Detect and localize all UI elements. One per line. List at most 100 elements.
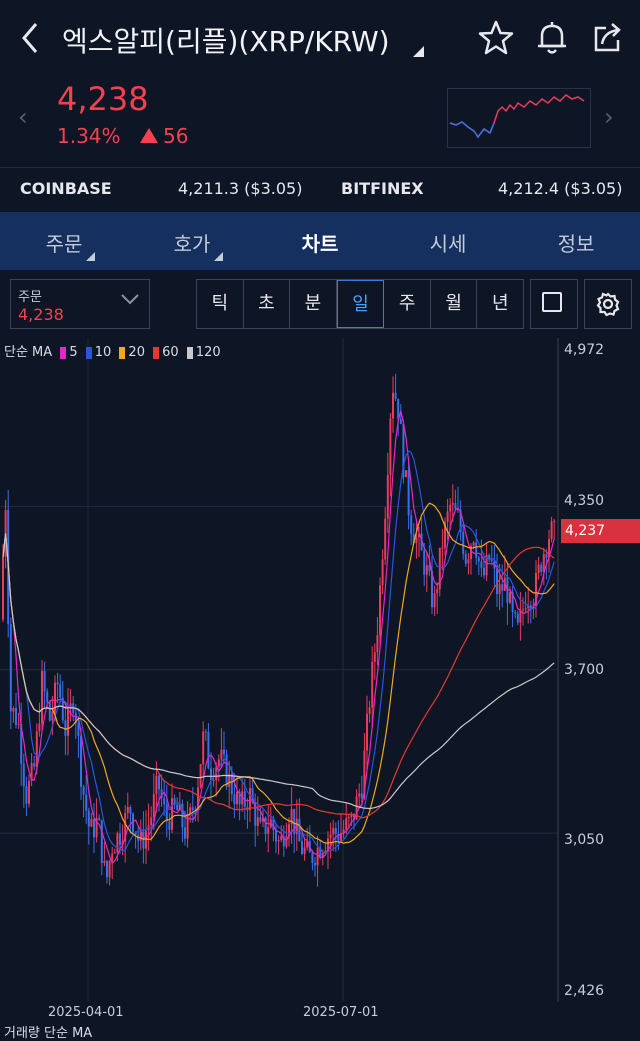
candle-body: [548, 538, 550, 558]
candle-body: [2, 556, 4, 620]
ma-line-120: [2, 533, 555, 810]
candle-body: [389, 418, 392, 475]
candlestick-chart[interactable]: [0, 338, 640, 1030]
candle-body: [165, 804, 168, 822]
mini-chart[interactable]: [447, 88, 591, 148]
period-tick[interactable]: 틱: [197, 280, 244, 328]
tab-quotes[interactable]: 시세: [429, 232, 467, 256]
candle-body: [90, 818, 93, 827]
legend-swatch: [85, 346, 92, 359]
candle-body: [329, 834, 332, 839]
candle-body: [470, 545, 472, 560]
candle-body: [220, 749, 223, 760]
candle-body: [103, 860, 106, 864]
prev-coin-icon[interactable]: ‹: [18, 103, 28, 131]
tab-info[interactable]: 정보: [557, 232, 595, 256]
share-icon[interactable]: [588, 18, 628, 58]
candle-body: [293, 808, 296, 834]
candle-body: [332, 827, 335, 835]
candle-body: [350, 813, 353, 818]
ma-legend[interactable]: 단순 MA 5 10 20 60 120: [4, 341, 221, 360]
candle-body: [41, 670, 43, 724]
candle-body: [428, 565, 431, 572]
candle-body: [477, 557, 480, 562]
legend-swatch: [119, 346, 126, 359]
candle-body: [15, 708, 17, 725]
candle-body: [509, 592, 511, 603]
bell-icon[interactable]: [532, 18, 572, 58]
tab-orderbook[interactable]: 호가: [173, 232, 211, 256]
candle-body: [464, 554, 467, 564]
candle-body: [35, 731, 38, 767]
candle-body: [17, 723, 20, 725]
candle-body: [347, 817, 350, 819]
chevron-left-icon[interactable]: [14, 18, 50, 58]
candle-body: [119, 833, 121, 845]
candle-body: [410, 515, 413, 535]
candle-body: [80, 736, 82, 787]
candle-body: [124, 812, 127, 842]
candle-body: [371, 661, 374, 708]
ma-line-60: [2, 533, 555, 819]
candle-body: [314, 862, 316, 866]
star-icon[interactable]: [476, 18, 516, 58]
candle-body: [106, 860, 108, 878]
fullscreen-button[interactable]: [530, 279, 578, 329]
menu-corner-icon: [86, 252, 95, 261]
candle-body: [542, 554, 545, 572]
candle-body: [158, 775, 160, 790]
candle-body: [251, 788, 254, 802]
candle-body: [223, 749, 225, 755]
period-minute[interactable]: 분: [290, 280, 337, 328]
candle-body: [358, 793, 361, 797]
dropdown-corner-icon[interactable]: [413, 46, 424, 57]
period-day[interactable]: 일: [336, 280, 385, 328]
order-dropdown[interactable]: [10, 279, 150, 329]
candle-body: [407, 470, 410, 516]
candle-body: [85, 794, 88, 811]
candle-body: [142, 831, 145, 849]
candle-body: [173, 798, 176, 805]
period-year[interactable]: 년: [491, 293, 509, 314]
candle-body: [28, 780, 30, 804]
tab-order[interactable]: 주문: [45, 232, 83, 256]
candle-body: [360, 793, 363, 799]
page-title[interactable]: 엑스알피(리플)(XRP/KRW): [62, 25, 390, 58]
tab-chart[interactable]: 차트: [301, 232, 339, 256]
candle-body: [46, 691, 49, 703]
candle-body: [171, 798, 173, 830]
legend-swatch: [60, 346, 67, 359]
period-selector: 틱 초 분 일 주 월 년: [196, 279, 524, 329]
next-coin-icon[interactable]: ›: [604, 103, 614, 131]
candle-body: [48, 702, 51, 721]
candle-body: [225, 754, 228, 787]
settings-button[interactable]: [584, 279, 632, 329]
candle-body: [527, 605, 530, 609]
candle-body: [384, 518, 387, 560]
candle-body: [498, 584, 501, 595]
period-week[interactable]: 주: [384, 280, 431, 328]
candle-body: [540, 564, 543, 572]
candle-body: [155, 775, 158, 794]
candle-body: [254, 801, 257, 826]
candle-body: [168, 821, 171, 830]
legend-swatch: [186, 346, 193, 359]
candle-body: [267, 827, 270, 834]
candle-body: [207, 731, 210, 769]
candle-body: [259, 817, 262, 822]
period-month[interactable]: 월: [431, 280, 478, 328]
candle-body: [87, 810, 90, 827]
y-tick-label: 4,350: [564, 493, 605, 509]
candle-body: [324, 850, 327, 853]
period-second[interactable]: 초: [244, 280, 291, 328]
candle-body: [163, 798, 166, 805]
candle-body: [475, 542, 478, 558]
candle-body: [134, 831, 137, 836]
candle-body: [423, 550, 426, 575]
candle-body: [249, 788, 251, 811]
exchange-name: BITFINEX: [341, 179, 424, 198]
candle-body: [363, 750, 366, 799]
candle-body: [95, 817, 98, 838]
candle-body: [405, 470, 407, 477]
candle-body: [449, 504, 452, 512]
